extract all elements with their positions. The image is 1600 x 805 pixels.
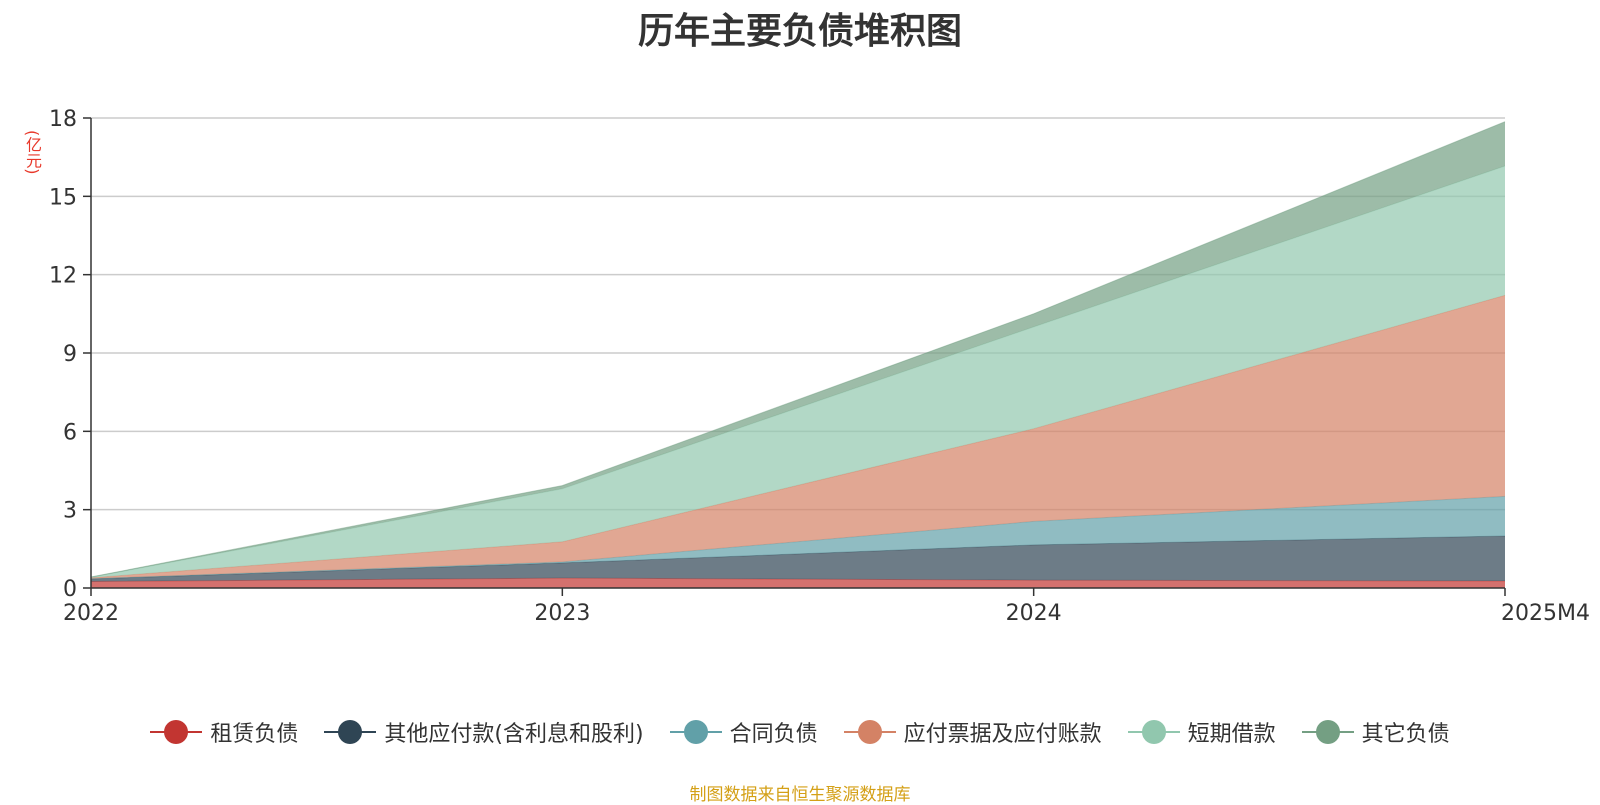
y-tick-label: 0 [63, 577, 77, 602]
legend-label: 应付票据及应付账款 [903, 722, 1102, 747]
legend-marker-icon [843, 720, 896, 744]
legend-marker-dot [857, 720, 882, 744]
legend-item-5[interactable]: 其它负债 [1301, 716, 1450, 748]
y-axis-unit-label: (亿元) [23, 129, 42, 175]
x-tick-label: 2024 [1006, 601, 1062, 626]
legend-label: 其他应付款(含利息和股利) [384, 722, 644, 747]
legend-item-0[interactable]: 租赁负债 [150, 716, 298, 748]
legend-item-4[interactable]: 短期借款 [1127, 716, 1276, 748]
legend-label: 短期借款 [1187, 722, 1276, 747]
axis-layer: 0 3 6 9 12 15 18 2022 2023 2024 2025M4 [49, 107, 1590, 626]
area-layer [90, 121, 1506, 588]
area-series-1[interactable] [91, 536, 1505, 582]
legend-marker-dot [683, 720, 708, 744]
x-tick-label: 2022 [63, 601, 119, 626]
area-series-2[interactable] [91, 496, 1505, 579]
legend-marker-dot [338, 720, 363, 744]
y-tick-label: 18 [49, 107, 77, 132]
legend-item-3[interactable]: 应付票据及应付账款 [843, 716, 1102, 748]
area-series-edge-5 [90, 121, 1506, 578]
y-tick-label: 6 [63, 420, 77, 445]
legend-marker-icon [1127, 720, 1180, 744]
y-tick-label: 3 [63, 499, 77, 524]
legend-marker-icon [1301, 720, 1354, 744]
x-tick-label: 2025M4 [1501, 601, 1590, 626]
y-tick-label: 12 [49, 264, 77, 289]
data-source-note: 制图数据来自恒生聚源数据库 [689, 785, 911, 805]
legend-item-1[interactable]: 其他应付款(含利息和股利) [324, 716, 644, 748]
legend-marker-icon [324, 720, 377, 744]
legend-marker-dot [164, 720, 189, 744]
legend-marker-icon [150, 720, 203, 744]
area-series-4[interactable] [91, 166, 1505, 578]
y-tick-label: 15 [49, 185, 77, 210]
legend: 租赁负债 其他应付款(含利息和股利) 合同负债 应付票据及应付账款 短期借款 其它负债 [0, 712, 1600, 752]
legend-label: 租赁负债 [210, 722, 299, 747]
x-tick-label: 2023 [534, 601, 590, 626]
legend-marker-icon [669, 720, 722, 744]
y-tick-label: 9 [63, 342, 77, 367]
legend-marker-dot [1315, 720, 1340, 744]
legend-marker-dot [1141, 720, 1166, 744]
legend-label: 其它负债 [1361, 722, 1450, 747]
chart-title: 历年主要负债堆积图 [637, 11, 962, 52]
legend-label: 合同负债 [729, 722, 818, 747]
area-series-3[interactable] [91, 295, 1505, 579]
legend-item-2[interactable]: 合同负债 [669, 716, 818, 748]
